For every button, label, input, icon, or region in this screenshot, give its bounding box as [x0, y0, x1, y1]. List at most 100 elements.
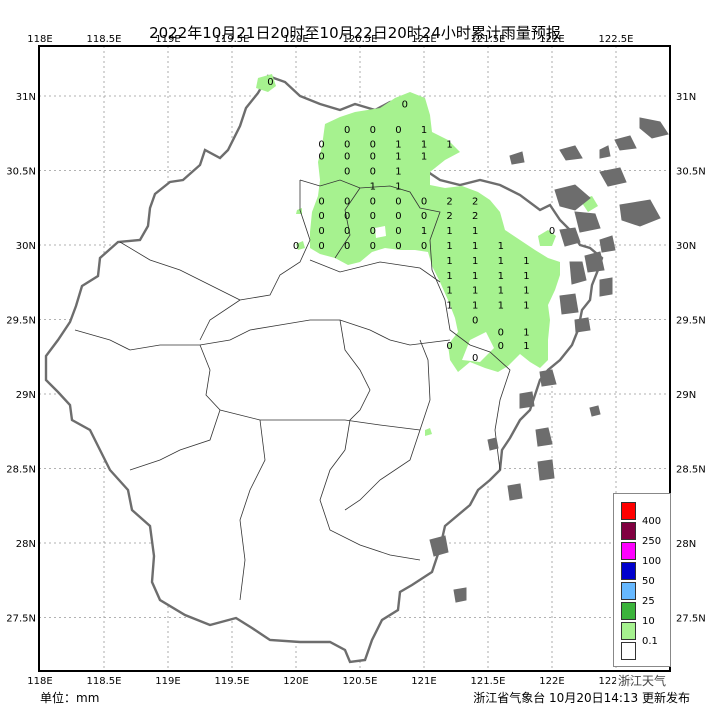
rain-value: 1 — [446, 301, 452, 312]
y-tick-label: 27.5N — [6, 614, 36, 625]
x-tick-label: 120.5E — [343, 34, 378, 45]
rain-value: 0 — [395, 211, 401, 222]
rain-value: 0 — [421, 211, 427, 222]
y-tick-label: 31N — [676, 92, 696, 103]
rain-value: 1 — [498, 256, 504, 267]
rain-value: 1 — [472, 301, 478, 312]
x-tick-label: 119E — [155, 676, 180, 687]
x-tick-label: 118.5E — [87, 676, 122, 687]
rain-value: 1 — [446, 271, 452, 282]
rain-value: 0 — [395, 125, 401, 136]
x-ticks-bottom: 118E 118.5E 119E 119.5E 120E 120.5E 121E 121.5E… — [27, 676, 633, 687]
y-tick-label: 29.5N — [676, 316, 706, 327]
rain-value: 1 — [370, 181, 376, 192]
legend-swatch — [621, 522, 636, 540]
rain-value: 0 — [370, 152, 376, 163]
y-tick-label: 30.5N — [6, 167, 36, 178]
y-tick-label: 30.5N — [676, 167, 706, 178]
x-tick-label: 118E — [27, 34, 52, 45]
rain-value: 1 — [523, 286, 529, 297]
rain-value: 1 — [472, 271, 478, 282]
rain-value: 1 — [498, 286, 504, 297]
rain-value: 0 — [370, 125, 376, 136]
rain-value: 1 — [446, 226, 452, 237]
legend: 400 250 100 50 25 10 0.1 — [613, 493, 671, 667]
city-boundaries — [74, 179, 511, 601]
legend-label: 250 — [642, 536, 662, 547]
rain-value: 0 — [344, 140, 350, 151]
rain-value: 1 — [523, 301, 529, 312]
rain-value: 0 — [344, 152, 350, 163]
y-ticks-left: 31N 30.5N 30N 29.5N 29N 28.5N 28N 27.5N — [6, 92, 36, 625]
rain-value: 0 — [370, 167, 376, 178]
rain-value: 0 — [318, 211, 324, 222]
rain-value: 1 — [446, 140, 452, 151]
x-tick-label: 119.5E — [215, 34, 250, 45]
rain-value: 2 — [472, 211, 478, 222]
x-tick-label: 122E — [539, 676, 564, 687]
rain-value: 1 — [498, 241, 504, 252]
rain-value: 1 — [523, 341, 529, 352]
rain-value: 0 — [472, 353, 478, 364]
rain-value: 0 — [293, 241, 299, 252]
x-tick-label: 122E — [539, 34, 564, 45]
y-tick-label: 31N — [16, 92, 36, 103]
y-tick-label: 28.5N — [6, 465, 36, 476]
legend-label: 25 — [642, 596, 655, 607]
x-tick-label: 118.5E — [87, 34, 122, 45]
rain-value: 0 — [402, 99, 408, 110]
rain-value: 1 — [395, 152, 401, 163]
rain-value: 0 — [472, 316, 478, 327]
rain-value: 1 — [523, 271, 529, 282]
rain-value: 0 — [421, 241, 427, 252]
rain-value: 1 — [421, 125, 427, 136]
legend-label: 0.1 — [642, 636, 658, 647]
legend-swatch — [621, 562, 636, 580]
rain-value: 0 — [370, 226, 376, 237]
y-tick-label: 28.5N — [676, 465, 706, 476]
y-tick-label: 29N — [16, 390, 36, 401]
rain-value: 0 — [318, 241, 324, 252]
legend-swatch — [621, 542, 636, 560]
rain-value: 0 — [344, 125, 350, 136]
rain-value: 1 — [395, 181, 401, 192]
legend-label: 100 — [642, 556, 662, 567]
y-ticks-right: 31N 30.5N 30N 29.5N 29N 28.5N 28N 27.5N — [676, 92, 706, 625]
rain-value: 0 — [421, 196, 427, 207]
rain-value: 0 — [344, 196, 350, 207]
y-tick-label: 28N — [676, 539, 696, 550]
rain-value: 1 — [421, 140, 427, 151]
x-tick-label: 120E — [283, 34, 308, 45]
x-tick-label: 120E — [283, 676, 308, 687]
legend-swatch — [621, 502, 636, 520]
rain-value: 0 — [344, 226, 350, 237]
legend-swatch — [621, 622, 636, 640]
y-tick-label: 27.5N — [676, 614, 706, 625]
rain-value: 0 — [318, 140, 324, 151]
map-frame — [38, 45, 671, 672]
rain-value: 1 — [523, 256, 529, 267]
y-tick-label: 29.5N — [6, 316, 36, 327]
rain-value: 1 — [395, 167, 401, 178]
rain-value: 2 — [472, 196, 478, 207]
rain-value: 0 — [498, 327, 504, 338]
rain-value: 2 — [446, 196, 452, 207]
rain-value: 0 — [395, 196, 401, 207]
x-tick-label: 119.5E — [215, 676, 250, 687]
issuer-text: 浙江省气象台 10月20日14:13 更新发布 — [473, 691, 690, 705]
rain-value: 0 — [395, 241, 401, 252]
rain-value: 1 — [472, 256, 478, 267]
x-tick-label: 121.5E — [471, 34, 506, 45]
rain-value: 0 — [370, 196, 376, 207]
legend-swatch — [621, 642, 636, 660]
y-tick-label: 28N — [16, 539, 36, 550]
x-tick-label: 122.5E — [599, 34, 634, 45]
legend-label: 50 — [642, 576, 655, 587]
rain-value: 1 — [395, 140, 401, 151]
rain-value-labels: 000 0 0 10 0 0 1 1 10 0 0 1 10 0 11 10 0 0 0 0 2 20 0 0 0 0 2 20 0 0 0… — [267, 77, 555, 364]
x-tick-label: 121E — [411, 34, 436, 45]
rain-value: 1 — [446, 286, 452, 297]
unit-label: 单位：mm — [40, 691, 100, 705]
x-ticks-top: 118E 118.5E 119E 119.5E 120E 120.5E 121E 121.5E… — [27, 34, 633, 45]
